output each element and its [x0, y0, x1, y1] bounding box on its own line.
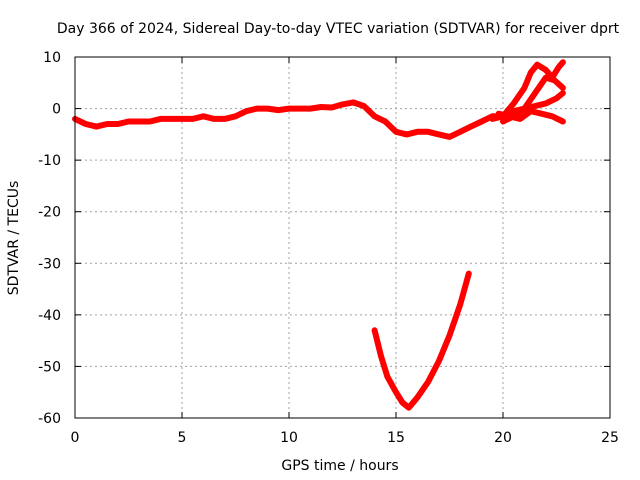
x-tick-label: 20 [494, 430, 512, 446]
y-axis-label: SDTVAR / TECUs [6, 181, 22, 296]
y-tick-label: -60 [38, 411, 61, 427]
plot-frame [74, 56, 611, 419]
y-tick-label: -40 [38, 308, 61, 324]
y-tick-labels: -60 -50 -40 -30 -20 -10 0 10 [38, 50, 61, 427]
x-tick-label: 15 [387, 430, 405, 446]
y-tick-label: -10 [38, 153, 61, 169]
x-tick-label: 0 [71, 430, 80, 446]
tick-marks [74, 56, 611, 419]
y-tick-label: -20 [38, 205, 61, 221]
series-dip-trace [371, 270, 472, 411]
series-branch-upper [489, 59, 566, 122]
y-tick-label: 10 [43, 50, 61, 66]
chart-title: Day 366 of 2024, Sidereal Day-to-day VTE… [57, 21, 620, 37]
x-tick-label: 25 [601, 430, 619, 446]
x-tick-labels: 0 5 10 15 20 25 [71, 430, 619, 446]
series-branch-lower [495, 108, 566, 125]
series-main-trace [72, 90, 566, 140]
series-layer [72, 59, 566, 411]
x-tick-label: 5 [178, 430, 187, 446]
x-axis-label: GPS time / hours [281, 458, 398, 474]
y-tick-label: 0 [52, 102, 61, 118]
x-tick-label: 10 [280, 430, 298, 446]
y-tick-label: -50 [38, 359, 61, 375]
y-tick-label: -30 [38, 256, 61, 272]
